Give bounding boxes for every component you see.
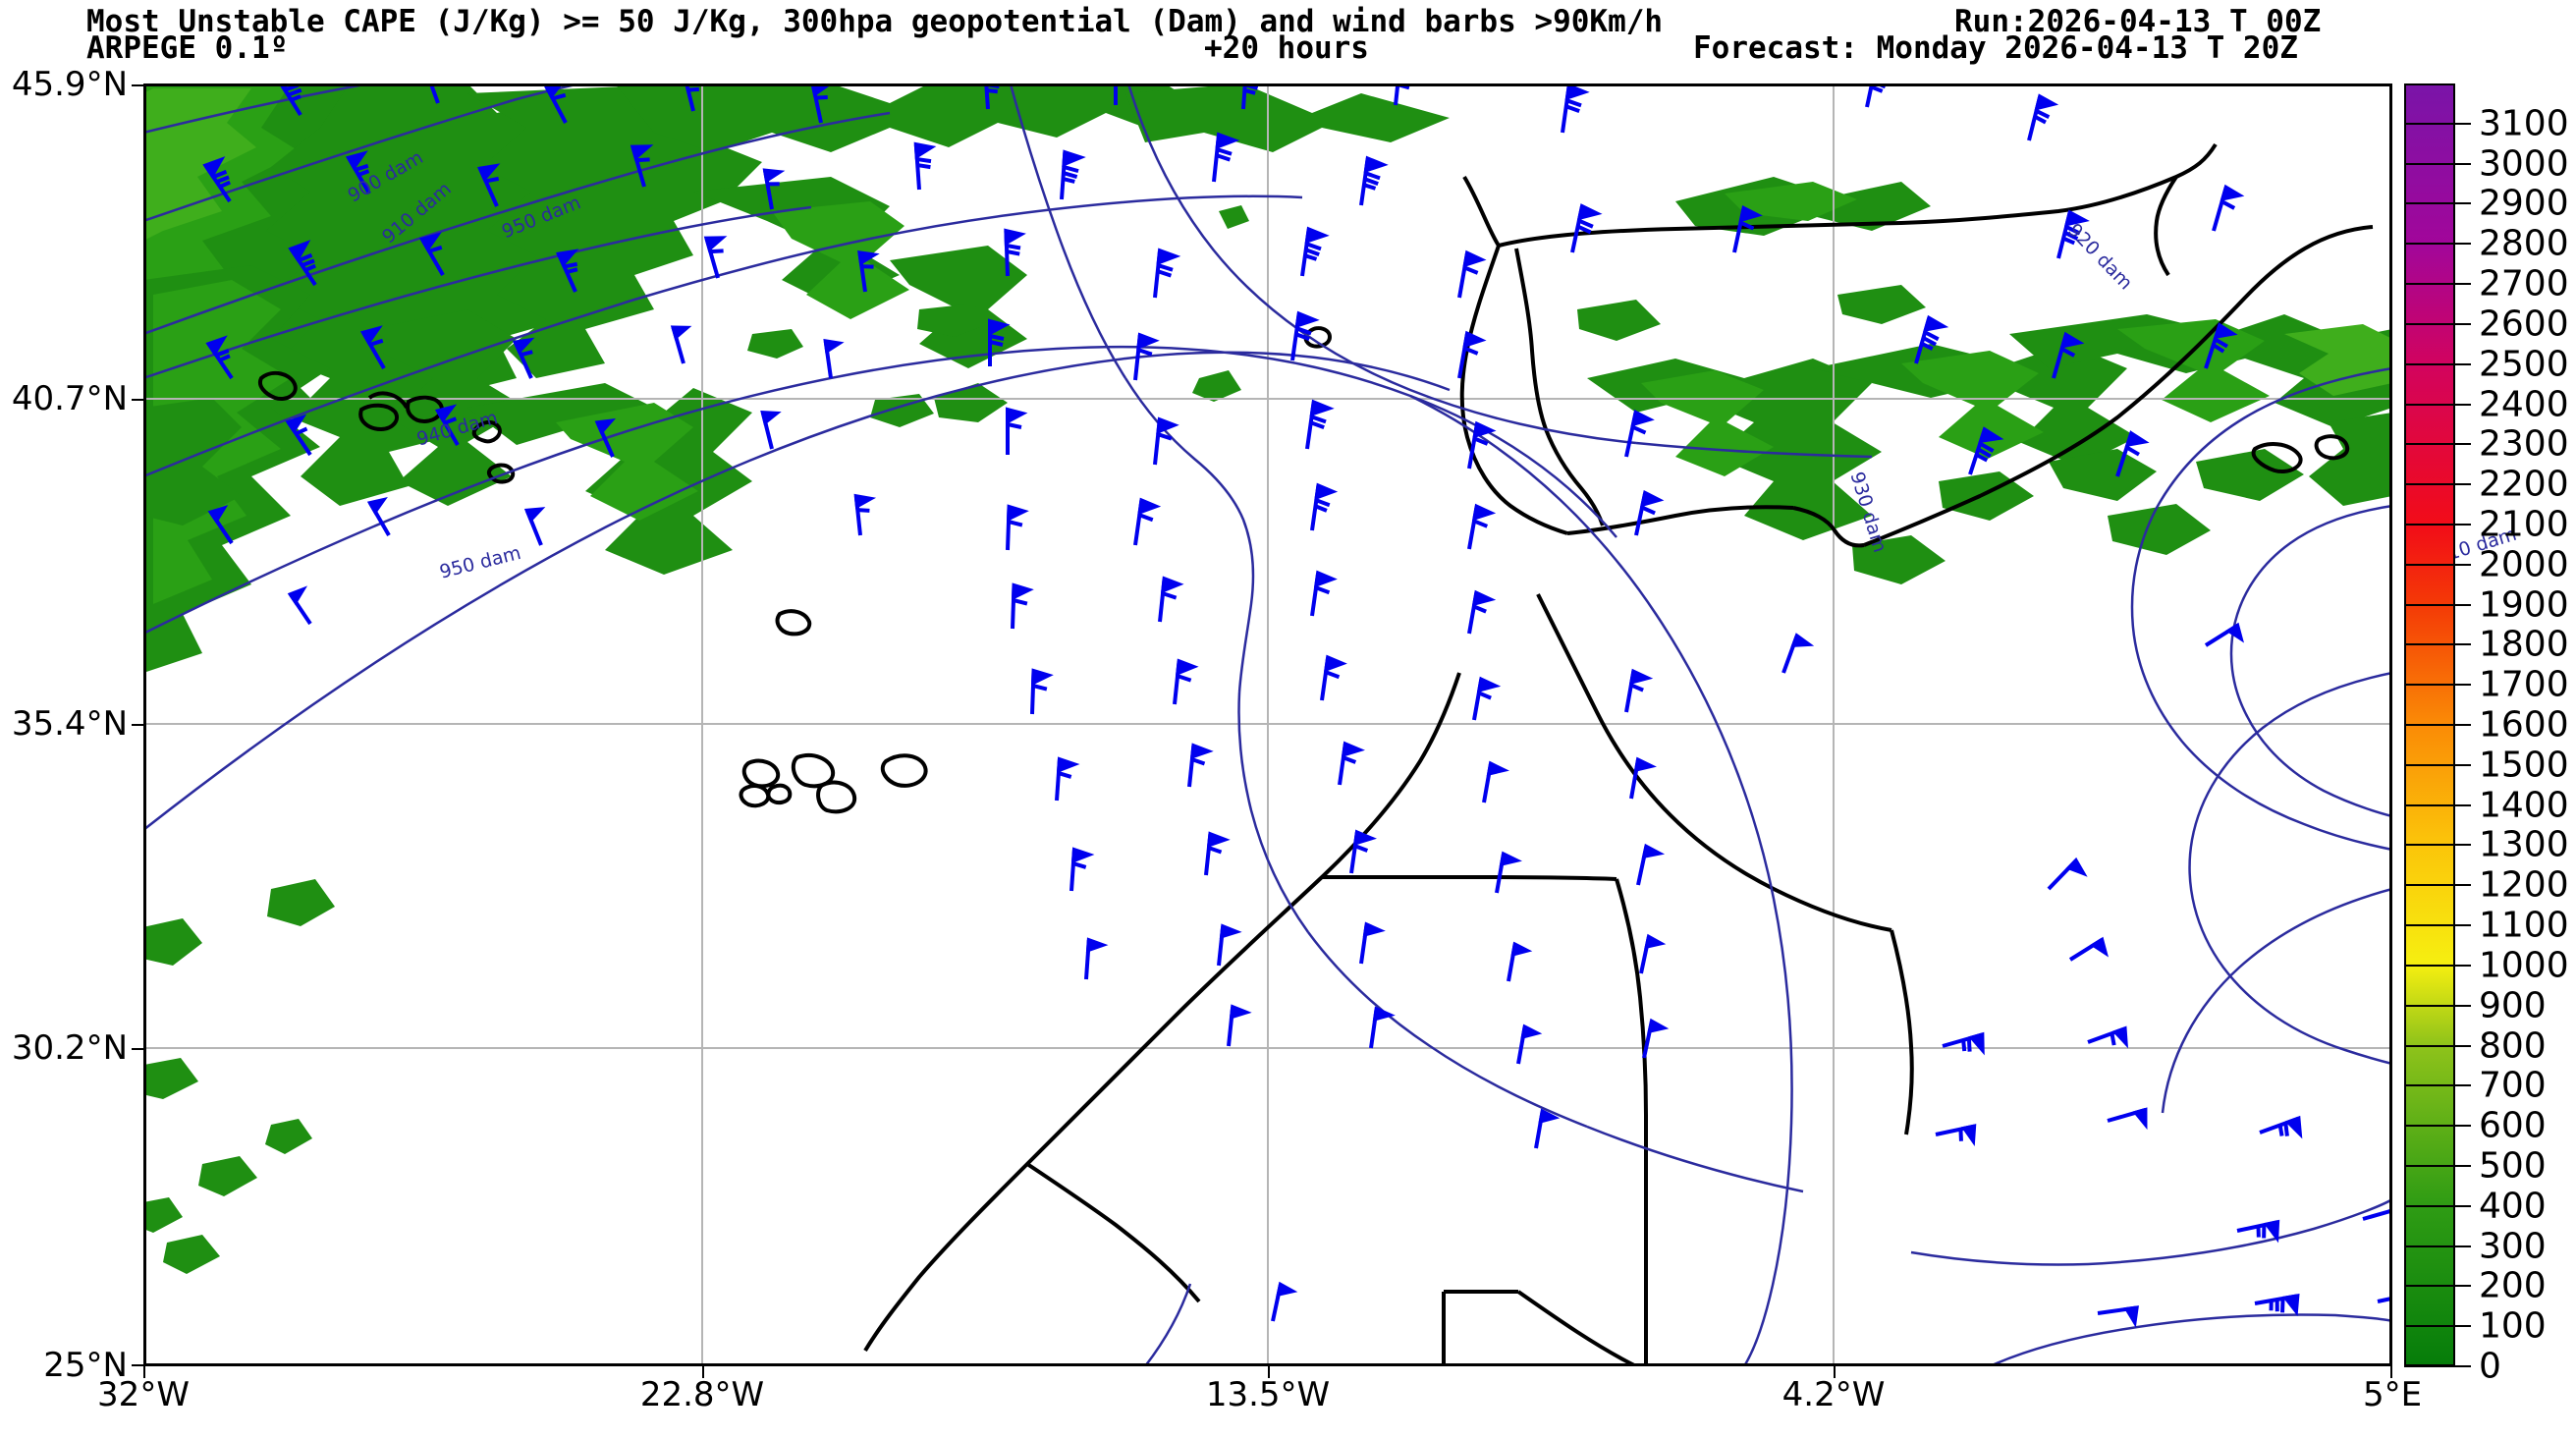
colorbar-tick-label: 1100 <box>2479 905 2569 946</box>
colorbar-tick-label: 800 <box>2479 1025 2547 1066</box>
colorbar-tick-label: 1300 <box>2479 824 2569 865</box>
colorbar-tick-mark <box>2404 563 2471 566</box>
colorbar-tick-label: 600 <box>2479 1105 2547 1146</box>
map-canvas <box>143 83 2392 1366</box>
colorbar-tick-mark <box>2404 362 2471 365</box>
colorbar-tick-mark <box>2404 403 2471 406</box>
x-tick-mark <box>1268 1366 1270 1378</box>
y-tick-mark <box>132 399 143 401</box>
colorbar-tick-mark <box>2404 1365 2471 1367</box>
colorbar-tick-mark <box>2404 243 2471 246</box>
colorbar-tick-mark <box>2404 1285 2471 1288</box>
x-tick-label: 4.2°W <box>1781 1375 1886 1414</box>
y-tick-mark <box>132 724 143 726</box>
colorbar-tick-mark <box>2404 1044 2471 1047</box>
colorbar-tick-mark <box>2404 884 2471 887</box>
colorbar-tick-label: 2000 <box>2479 544 2569 585</box>
colorbar-tick-label: 2800 <box>2479 223 2569 264</box>
colorbar-tick-label: 2300 <box>2479 423 2569 465</box>
colorbar-tick-label: 2200 <box>2479 464 2569 505</box>
colorbar-tick-mark <box>2404 523 2471 526</box>
colorbar-tick-mark <box>2404 122 2471 125</box>
colorbar-tick-label: 1500 <box>2479 745 2569 786</box>
colorbar-tick-mark <box>2404 964 2471 967</box>
colorbar-tick-mark <box>2404 1084 2471 1087</box>
colorbar-tick-mark <box>2404 443 2471 446</box>
colorbar-tick-label: 500 <box>2479 1145 2547 1187</box>
x-tick-mark <box>2390 1366 2392 1378</box>
colorbar-tick-mark <box>2404 803 2471 806</box>
colorbar-tick-label: 400 <box>2479 1186 2547 1227</box>
coastlines <box>863 142 2374 1366</box>
x-tick-mark <box>1834 1366 1836 1378</box>
y-tick-label: 40.7°N <box>11 379 128 418</box>
colorbar-tick-label: 3000 <box>2479 143 2569 185</box>
colorbar-tick-mark <box>2404 684 2471 687</box>
model-name-label: ARPEGE 0.1º <box>86 30 289 66</box>
colorbar-tick-label: 200 <box>2479 1265 2547 1306</box>
colorbar-tick-label: 1600 <box>2479 704 2569 746</box>
colorbar-tick-mark <box>2404 202 2471 205</box>
map-plot-area <box>143 83 2392 1366</box>
colorbar-tick-label: 1700 <box>2479 664 2569 705</box>
colorbar-tick-mark <box>2404 1204 2471 1207</box>
lead-time-label: +20 hours <box>1204 30 1369 66</box>
colorbar-tick-label: 2600 <box>2479 304 2569 345</box>
colorbar-tick-mark <box>2404 1004 2471 1007</box>
colorbar-tick-label: 300 <box>2479 1226 2547 1267</box>
wind-barbs <box>202 83 2392 1328</box>
chart-title: Most Unstable CAPE (J/Kg) >= 50 J/Kg, 30… <box>86 4 1664 39</box>
colorbar-tick-label: 0 <box>2479 1346 2501 1387</box>
geopotential-contours <box>143 83 2392 1366</box>
x-tick-mark <box>143 1366 145 1378</box>
colorbar-tick-mark <box>2404 283 2471 286</box>
map-gridlines <box>143 83 2392 1366</box>
colorbar-tick-mark <box>2404 603 2471 606</box>
colorbar-tick-label: 2900 <box>2479 183 2569 224</box>
colorbar-tick-mark <box>2404 1164 2471 1167</box>
y-tick-mark <box>132 1048 143 1050</box>
colorbar-tick-mark <box>2404 763 2471 766</box>
colorbar-tick-label: 3100 <box>2479 103 2569 144</box>
x-tick-label: 13.5°W <box>1205 1375 1331 1414</box>
x-tick-mark <box>702 1366 704 1378</box>
forecast-time-label: Forecast: Monday 2026-04-13 T 20Z <box>1693 30 2298 66</box>
colorbar-tick-label: 1000 <box>2479 945 2569 986</box>
colorbar-tick-mark <box>2404 1125 2471 1128</box>
colorbar-tick-label: 700 <box>2479 1065 2547 1106</box>
colorbar-tick-mark <box>2404 322 2471 325</box>
colorbar-tick-label: 2400 <box>2479 384 2569 424</box>
y-tick-label: 30.2°N <box>11 1028 128 1068</box>
y-tick-label: 35.4°N <box>11 704 128 744</box>
y-tick-label: 45.9°N <box>11 65 128 104</box>
y-tick-mark <box>132 1364 143 1366</box>
x-tick-label: 22.8°W <box>639 1375 765 1414</box>
colorbar-tick-mark <box>2404 1245 2471 1247</box>
colorbar-tick-label: 100 <box>2479 1305 2547 1347</box>
y-tick-mark <box>132 84 143 86</box>
colorbar-tick-mark <box>2404 162 2471 165</box>
colorbar-tick-label: 1900 <box>2479 584 2569 626</box>
colorbar-tick-label: 2100 <box>2479 504 2569 545</box>
colorbar-tick-mark <box>2404 643 2471 646</box>
islands <box>258 326 2350 814</box>
colorbar-tick-label: 1200 <box>2479 864 2569 906</box>
y-tick-label: 25°N <box>43 1346 128 1385</box>
colorbar-tick-label: 2500 <box>2479 344 2569 385</box>
colorbar-tick-mark <box>2404 924 2471 927</box>
colorbar-tick-label: 1800 <box>2479 624 2569 665</box>
colorbar-tick-mark <box>2404 483 2471 486</box>
model-run-label: Run:2026-04-13 T 00Z <box>1954 4 2322 39</box>
colorbar-tick-label: 2700 <box>2479 263 2569 304</box>
colorbar-tick-label: 900 <box>2479 985 2547 1026</box>
colorbar-tick-mark <box>2404 724 2471 726</box>
x-tick-label: 5°E <box>2362 1375 2423 1414</box>
colorbar-tick-mark <box>2404 844 2471 847</box>
colorbar-tick-label: 1400 <box>2479 785 2569 826</box>
x-tick-label: 32°W <box>97 1375 190 1414</box>
colorbar-tick-mark <box>2404 1325 2471 1328</box>
